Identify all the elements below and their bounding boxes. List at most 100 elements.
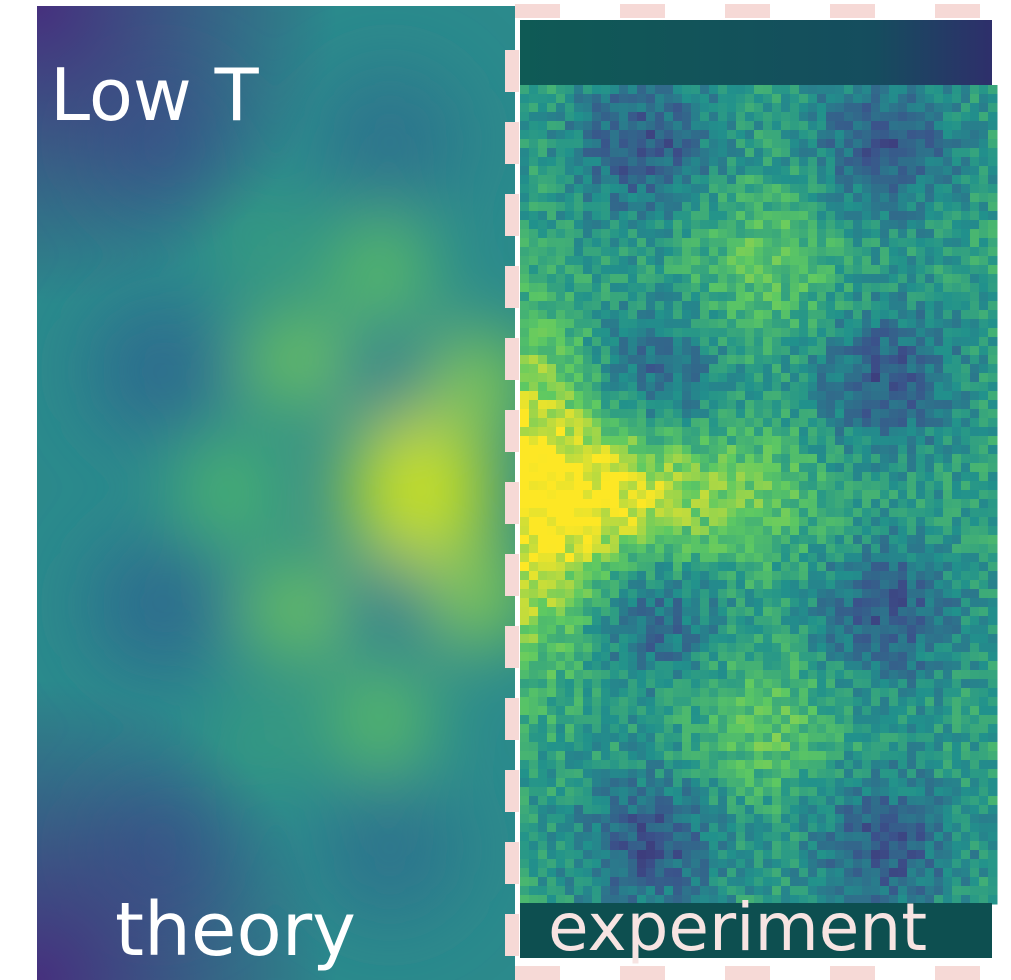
pixel xyxy=(601,679,611,689)
pixel xyxy=(934,616,944,626)
pixel xyxy=(862,364,872,374)
pixel xyxy=(574,463,584,473)
pixel xyxy=(907,310,917,320)
pixel xyxy=(745,598,755,608)
pixel xyxy=(943,877,953,887)
pixel xyxy=(664,769,674,779)
pixel xyxy=(646,283,656,293)
pixel xyxy=(925,445,935,455)
pixel xyxy=(691,427,701,437)
pixel xyxy=(934,553,944,563)
pixel xyxy=(556,850,566,860)
pixel xyxy=(979,832,989,842)
pixel xyxy=(628,274,638,284)
pixel xyxy=(898,220,908,230)
pixel xyxy=(574,553,584,563)
pixel xyxy=(835,778,845,788)
pixel xyxy=(547,301,557,311)
pixel xyxy=(844,472,854,482)
pixel xyxy=(709,121,719,131)
pixel xyxy=(961,211,971,221)
pixel xyxy=(781,400,791,410)
pixel xyxy=(520,283,530,293)
pixel xyxy=(655,634,665,644)
pixel xyxy=(592,427,602,437)
pixel xyxy=(529,490,539,500)
pixel xyxy=(592,508,602,518)
pixel xyxy=(592,679,602,689)
pixel xyxy=(871,481,881,491)
pixel xyxy=(781,292,791,302)
pixel xyxy=(529,229,539,239)
pixel xyxy=(655,814,665,824)
pixel xyxy=(646,265,656,275)
pixel xyxy=(889,220,899,230)
pixel xyxy=(790,490,800,500)
pixel xyxy=(934,229,944,239)
pixel xyxy=(862,166,872,176)
pixel xyxy=(781,796,791,806)
pixel xyxy=(664,373,674,383)
pixel xyxy=(763,688,773,698)
pixel xyxy=(790,553,800,563)
pixel xyxy=(520,247,530,257)
pixel xyxy=(754,229,764,239)
pixel xyxy=(808,112,818,122)
pixel xyxy=(556,643,566,653)
pixel xyxy=(601,742,611,752)
pixel xyxy=(862,256,872,266)
pixel xyxy=(574,643,584,653)
pixel xyxy=(529,274,539,284)
pixel xyxy=(574,373,584,383)
pixel xyxy=(745,409,755,419)
pixel xyxy=(754,346,764,356)
pixel xyxy=(817,688,827,698)
pixel xyxy=(970,778,980,788)
pixel xyxy=(988,814,998,824)
pixel xyxy=(880,679,890,689)
pixel xyxy=(610,868,620,878)
pixel xyxy=(709,463,719,473)
pixel xyxy=(745,463,755,473)
pixel xyxy=(628,301,638,311)
pixel xyxy=(826,562,836,572)
pixel xyxy=(601,760,611,770)
pixel xyxy=(898,94,908,104)
pixel xyxy=(745,652,755,662)
pixel xyxy=(727,283,737,293)
pixel xyxy=(664,130,674,140)
pixel xyxy=(961,868,971,878)
pixel xyxy=(682,220,692,230)
pixel xyxy=(556,202,566,212)
pixel xyxy=(673,481,683,491)
pixel xyxy=(547,184,557,194)
pixel xyxy=(772,175,782,185)
pixel xyxy=(763,85,773,95)
pixel xyxy=(916,859,926,869)
pixel xyxy=(736,148,746,158)
pixel xyxy=(565,769,575,779)
pixel xyxy=(727,319,737,329)
pixel xyxy=(556,787,566,797)
pixel xyxy=(520,85,530,95)
pixel xyxy=(592,274,602,284)
pixel xyxy=(745,139,755,149)
pixel xyxy=(853,364,863,374)
pixel xyxy=(529,877,539,887)
pixel xyxy=(574,661,584,671)
pixel xyxy=(844,346,854,356)
pixel xyxy=(682,571,692,581)
pixel xyxy=(826,508,836,518)
pixel xyxy=(979,229,989,239)
pixel xyxy=(700,517,710,527)
pixel xyxy=(817,841,827,851)
pixel xyxy=(907,679,917,689)
pixel xyxy=(970,499,980,509)
pixel xyxy=(628,580,638,590)
pixel xyxy=(934,796,944,806)
pixel xyxy=(970,679,980,689)
pixel xyxy=(880,859,890,869)
pixel xyxy=(556,499,566,509)
pixel xyxy=(970,400,980,410)
pixel xyxy=(637,166,647,176)
